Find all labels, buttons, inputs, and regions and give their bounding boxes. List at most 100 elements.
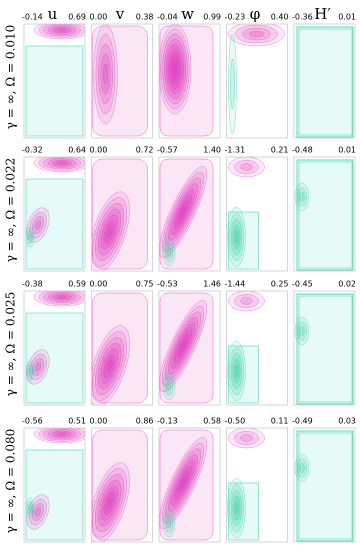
min-label: -0.57: [157, 146, 178, 155]
panel: [158, 290, 221, 406]
panel: [158, 156, 221, 272]
min-label: 0.00: [90, 146, 108, 155]
contours: [25, 157, 85, 270]
column-label: w: [181, 5, 194, 23]
positive-region: [159, 158, 214, 270]
min-label: -0.32: [22, 146, 43, 155]
panel-frame: [158, 290, 221, 406]
contour: [164, 513, 174, 533]
panel: [23, 156, 86, 272]
contour: [227, 477, 246, 539]
contour: [92, 197, 127, 267]
contour: [229, 346, 244, 396]
max-label: 0.59: [68, 280, 86, 289]
contours: [91, 158, 148, 271]
contour: [234, 230, 239, 244]
contour: [34, 220, 42, 230]
contour: [169, 53, 181, 85]
max-label: 0.38: [136, 13, 154, 22]
positive-region: [159, 292, 214, 404]
panel-frame: [293, 23, 356, 139]
contour: [27, 364, 33, 378]
contour: [299, 463, 305, 473]
max-label: 0.21: [271, 146, 289, 155]
contour: [170, 322, 196, 370]
contour: [94, 203, 125, 261]
panel-frame: [91, 290, 153, 406]
contour: [102, 63, 109, 85]
contour: [159, 24, 192, 115]
max-label: 0.86: [136, 417, 154, 426]
contour: [100, 214, 119, 250]
contour: [161, 305, 205, 387]
contour: [165, 43, 185, 95]
row-label: γ = ∞, Ω = 0.010: [4, 25, 18, 129]
contour: [164, 448, 202, 518]
contour: [57, 295, 67, 299]
max-label: 0.01: [338, 146, 356, 155]
contour: [228, 291, 265, 312]
min-label: -0.49: [292, 417, 313, 426]
panel-frame: [293, 156, 356, 272]
contour: [95, 33, 116, 115]
contour: [164, 311, 202, 381]
contour: [161, 171, 205, 253]
contour: [294, 453, 310, 483]
contour: [297, 187, 307, 207]
contour: [230, 489, 243, 527]
contour: [297, 321, 307, 341]
contour: [172, 63, 178, 75]
contour: [166, 247, 172, 257]
negative-region: [296, 430, 354, 542]
contour: [162, 237, 176, 267]
contours: [25, 291, 85, 404]
min-label: -0.53: [157, 280, 178, 289]
contour: [103, 354, 116, 378]
max-label: 0.58: [203, 417, 221, 426]
positive-region: [92, 158, 148, 270]
contour: [32, 216, 44, 234]
contour: [234, 364, 239, 378]
contour: [227, 206, 246, 268]
contour: [162, 508, 176, 538]
panel: [226, 156, 288, 272]
min-label: 0.00: [90, 13, 108, 22]
contour: [164, 38, 186, 100]
contour: [34, 362, 42, 372]
contour: [228, 157, 265, 178]
panel: [23, 427, 86, 543]
contour: [106, 360, 113, 372]
panel-frame: [158, 156, 221, 272]
contour: [179, 477, 187, 489]
positive-region: [92, 25, 148, 137]
contour: [43, 157, 81, 170]
max-label: 0.64: [68, 146, 86, 155]
max-label: 0.25: [271, 280, 289, 289]
min-label: -0.13: [157, 417, 178, 426]
panel-frame: [23, 427, 86, 543]
contour: [159, 166, 208, 258]
panel: [23, 23, 86, 139]
negative-region: [298, 161, 353, 269]
contour: [173, 328, 193, 364]
contour: [93, 24, 118, 125]
contour: [94, 474, 125, 532]
contour: [170, 459, 196, 507]
max-label: 0.02: [338, 280, 356, 289]
contour: [97, 208, 122, 256]
contours: [228, 24, 285, 135]
contour: [179, 340, 187, 352]
contour: [164, 242, 174, 262]
contours: [91, 429, 148, 542]
max-label: 0.99: [203, 13, 221, 22]
contour: [173, 194, 193, 230]
contour: [43, 428, 81, 441]
contour: [162, 371, 176, 401]
contour: [232, 495, 241, 521]
positive-region: [92, 429, 148, 541]
contour: [100, 53, 111, 95]
contour: [240, 163, 253, 171]
max-label: 1.40: [203, 146, 221, 155]
min-label: -1.31: [225, 146, 246, 155]
